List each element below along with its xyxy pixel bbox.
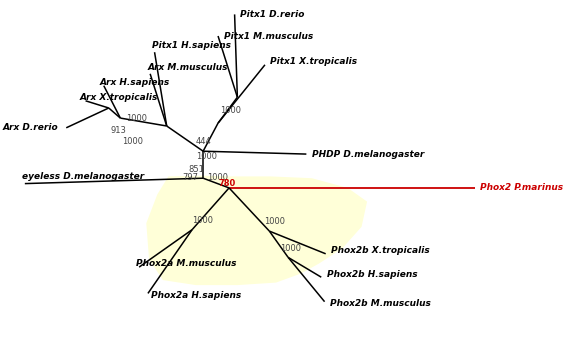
Text: 1000: 1000	[122, 137, 144, 146]
Text: 1000: 1000	[192, 216, 213, 225]
Text: 1000: 1000	[220, 107, 241, 116]
Text: Phox2b H.sapiens: Phox2b H.sapiens	[327, 270, 417, 279]
Text: 1000: 1000	[196, 152, 217, 161]
Text: Arx M.musculus: Arx M.musculus	[147, 63, 228, 72]
Text: Phox2b X.tropicalis: Phox2b X.tropicalis	[331, 247, 430, 256]
Text: 1000: 1000	[207, 173, 228, 182]
Text: Phox2a M.musculus: Phox2a M.musculus	[136, 259, 237, 268]
Text: Phox2 P.marinus: Phox2 P.marinus	[480, 184, 563, 193]
Text: 780: 780	[218, 179, 235, 188]
Text: PHDP D.melanogaster: PHDP D.melanogaster	[312, 150, 424, 159]
Text: 1000: 1000	[264, 217, 285, 226]
Text: Pitx1 H.sapiens: Pitx1 H.sapiens	[152, 41, 231, 50]
Text: Arx X.tropicalis: Arx X.tropicalis	[80, 93, 159, 102]
Text: eyeless D.melanogaster: eyeless D.melanogaster	[22, 172, 144, 181]
Text: Arx H.sapiens: Arx H.sapiens	[99, 78, 170, 87]
Text: 1000: 1000	[280, 244, 301, 253]
Text: 797: 797	[182, 173, 198, 182]
Text: 444: 444	[196, 137, 212, 146]
Text: Pitx1 X.tropicalis: Pitx1 X.tropicalis	[271, 57, 358, 66]
Text: Phox2b M.musculus: Phox2b M.musculus	[330, 299, 431, 308]
Text: Arx D.rerio: Arx D.rerio	[3, 123, 58, 132]
Text: 851: 851	[189, 165, 205, 174]
Text: Pitx1 M.musculus: Pitx1 M.musculus	[223, 32, 313, 41]
Text: Phox2a H.sapiens: Phox2a H.sapiens	[151, 291, 241, 300]
Polygon shape	[147, 176, 367, 285]
Text: Pitx1 D.rerio: Pitx1 D.rerio	[240, 10, 305, 19]
Text: 913: 913	[110, 126, 126, 135]
Text: 1000: 1000	[126, 114, 147, 122]
